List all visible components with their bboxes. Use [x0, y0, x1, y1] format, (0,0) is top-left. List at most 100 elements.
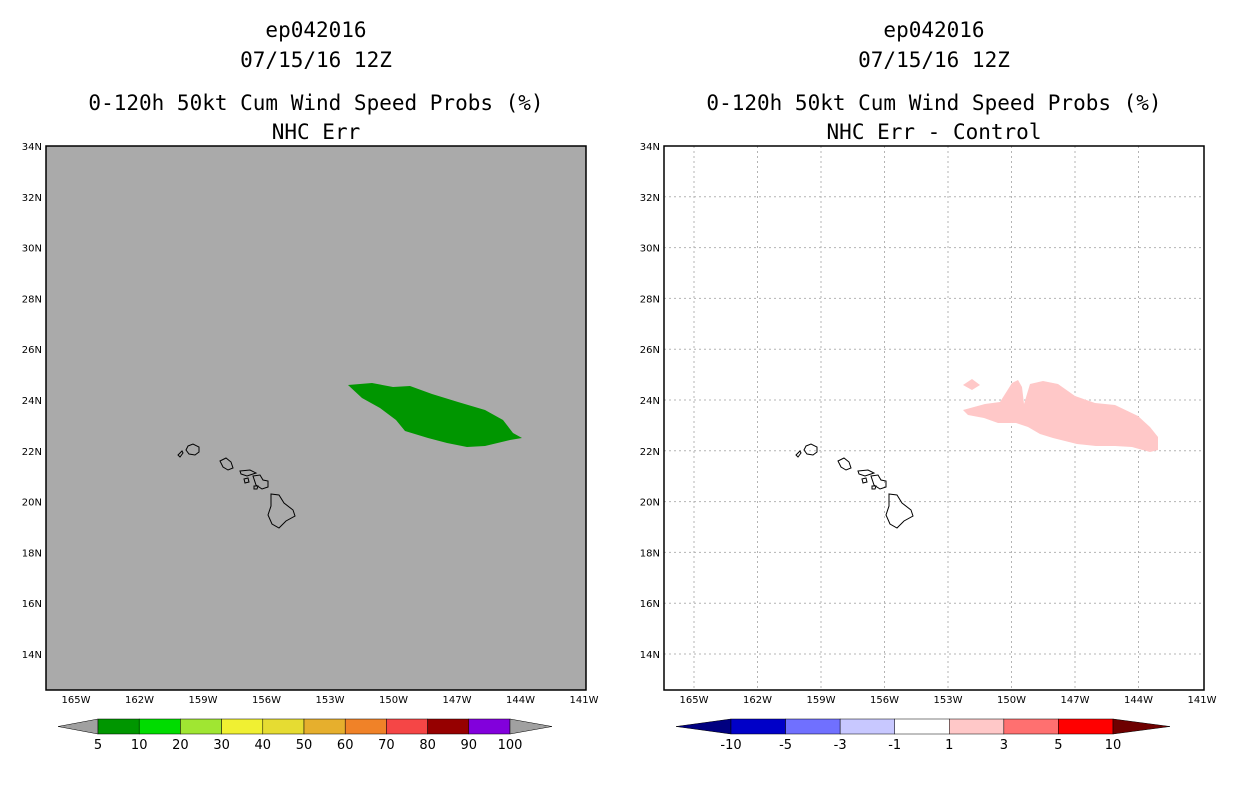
lon-tick-label: 156W [870, 695, 899, 706]
lat-tick-label: 30N [22, 244, 42, 255]
lat-tick-label: 24N [640, 396, 660, 407]
lat-tick-label: 28N [640, 294, 660, 305]
colorbar-swatch [949, 718, 1005, 735]
colorbar-swatch [344, 718, 387, 735]
lon-tick-label: 141W [1188, 695, 1217, 706]
right-colorbar: -10 -5 -3 -1 1 3 5 10 [675, 718, 1171, 753]
lon-tick-label: 159W [807, 695, 836, 706]
lon-tick-label: 162W [125, 695, 154, 706]
colorbar-swatch [138, 718, 181, 735]
colorbar-label: 100 [498, 738, 523, 753]
lat-tick-label: 22N [640, 447, 660, 458]
left-lon-axis: 165W 162W 159W 156W 153W 150W 147W 144W 141W [62, 695, 599, 706]
colorbar-label: 40 [255, 738, 272, 753]
lat-tick-label: 26N [640, 345, 660, 356]
colorbar-swatch [386, 718, 428, 735]
left-map-background [46, 146, 586, 690]
colorbar-label: 80 [419, 738, 436, 753]
colorbar-swatch [1058, 718, 1114, 735]
right-lat-axis: 14N 16N 18N 20N 22N 24N 26N 28N 30N 32N 34N [640, 142, 660, 661]
lat-tick-label: 14N [640, 650, 660, 661]
lat-tick-label: 18N [640, 548, 660, 559]
colorbar-label: 60 [337, 738, 354, 753]
left-colorbar-low-triangle [57, 718, 99, 735]
colorbar-label: 70 [378, 738, 395, 753]
lat-tick-label: 22N [22, 447, 42, 458]
lon-tick-label: 144W [1124, 695, 1153, 706]
lon-tick-label: 159W [189, 695, 218, 706]
lat-tick-label: 32N [640, 193, 660, 204]
colorbar-label: 5 [94, 738, 102, 753]
lat-tick-label: 20N [22, 498, 42, 509]
colorbar-swatch [730, 718, 786, 735]
lon-tick-label: 165W [62, 695, 91, 706]
lon-tick-label: 165W [680, 695, 709, 706]
lon-tick-label: 147W [443, 695, 472, 706]
colorbar-swatch [262, 718, 305, 735]
lat-tick-label: 28N [22, 294, 42, 305]
colorbar-swatch [303, 718, 346, 735]
lat-tick-label: 26N [22, 345, 42, 356]
colorbar-label: -10 [720, 738, 741, 753]
lon-tick-label: 147W [1061, 695, 1090, 706]
lon-tick-label: 150W [379, 695, 408, 706]
colorbar-swatch [468, 718, 511, 735]
colorbar-swatch [427, 718, 470, 735]
right-colorbar-low-triangle [675, 718, 732, 735]
colorbar-swatch [221, 718, 264, 735]
left-title-storm: ep042016 [265, 18, 367, 42]
colorbar-label: -1 [888, 738, 901, 753]
left-subtitle: NHC Err [271, 120, 361, 144]
lat-tick-label: 14N [22, 650, 42, 661]
colorbar-label: 50 [296, 738, 313, 753]
colorbar-swatch [1003, 718, 1059, 735]
lon-tick-label: 156W [252, 695, 281, 706]
colorbar-swatch [839, 718, 895, 735]
lat-tick-label: 20N [640, 498, 660, 509]
left-title-time: 07/15/16 12Z [240, 48, 392, 72]
lon-tick-label: 153W [316, 695, 345, 706]
colorbar-label: 20 [172, 738, 189, 753]
right-map-frame [663, 145, 1205, 691]
lat-tick-label: 34N [22, 142, 42, 153]
lon-tick-label: 141W [570, 695, 599, 706]
left-colorbar: 5 10 20 30 40 50 60 70 80 90 100 [57, 718, 553, 753]
colorbar-label: 5 [1054, 738, 1062, 753]
left-title-product: 0-120h 50kt Cum Wind Speed Probs (%) [88, 91, 544, 115]
colorbar-swatch [97, 718, 140, 735]
colorbar-label: 10 [131, 738, 148, 753]
colorbar-label: 10 [1105, 738, 1122, 753]
right-difference-area [963, 380, 1158, 452]
right-title-storm: ep042016 [883, 18, 985, 42]
colorbar-swatch [180, 718, 222, 735]
right-colorbar-high-triangle [1112, 718, 1171, 735]
colorbar-label: 90 [461, 738, 478, 753]
colorbar-label: 3 [1000, 738, 1008, 753]
left-map-frame [45, 145, 587, 691]
left-probability-area [348, 383, 522, 447]
left-lat-axis: 14N 16N 18N 20N 22N 24N 26N 28N 30N 32N 34N [22, 142, 42, 661]
lon-tick-label: 153W [934, 695, 963, 706]
lat-tick-label: 32N [22, 193, 42, 204]
lat-tick-label: 24N [22, 396, 42, 407]
lon-tick-label: 150W [997, 695, 1026, 706]
left-colorbar-high-triangle [509, 718, 553, 735]
right-title-product: 0-120h 50kt Cum Wind Speed Probs (%) [706, 91, 1162, 115]
colorbar-label: 30 [213, 738, 230, 753]
colorbar-swatch [894, 718, 950, 735]
lon-tick-label: 144W [506, 695, 535, 706]
colorbar-label: -5 [779, 738, 792, 753]
right-difference-small-area [963, 379, 980, 390]
colorbar-swatch [785, 718, 841, 735]
colorbar-label: -3 [834, 738, 847, 753]
lat-tick-label: 30N [640, 244, 660, 255]
right-title-time: 07/15/16 12Z [858, 48, 1010, 72]
lat-tick-label: 16N [640, 599, 660, 610]
right-lon-axis: 165W 162W 159W 156W 153W 150W 147W 144W 141W [680, 695, 1217, 706]
lon-tick-label: 162W [743, 695, 772, 706]
lat-tick-label: 34N [640, 142, 660, 153]
lat-tick-label: 18N [22, 548, 42, 559]
